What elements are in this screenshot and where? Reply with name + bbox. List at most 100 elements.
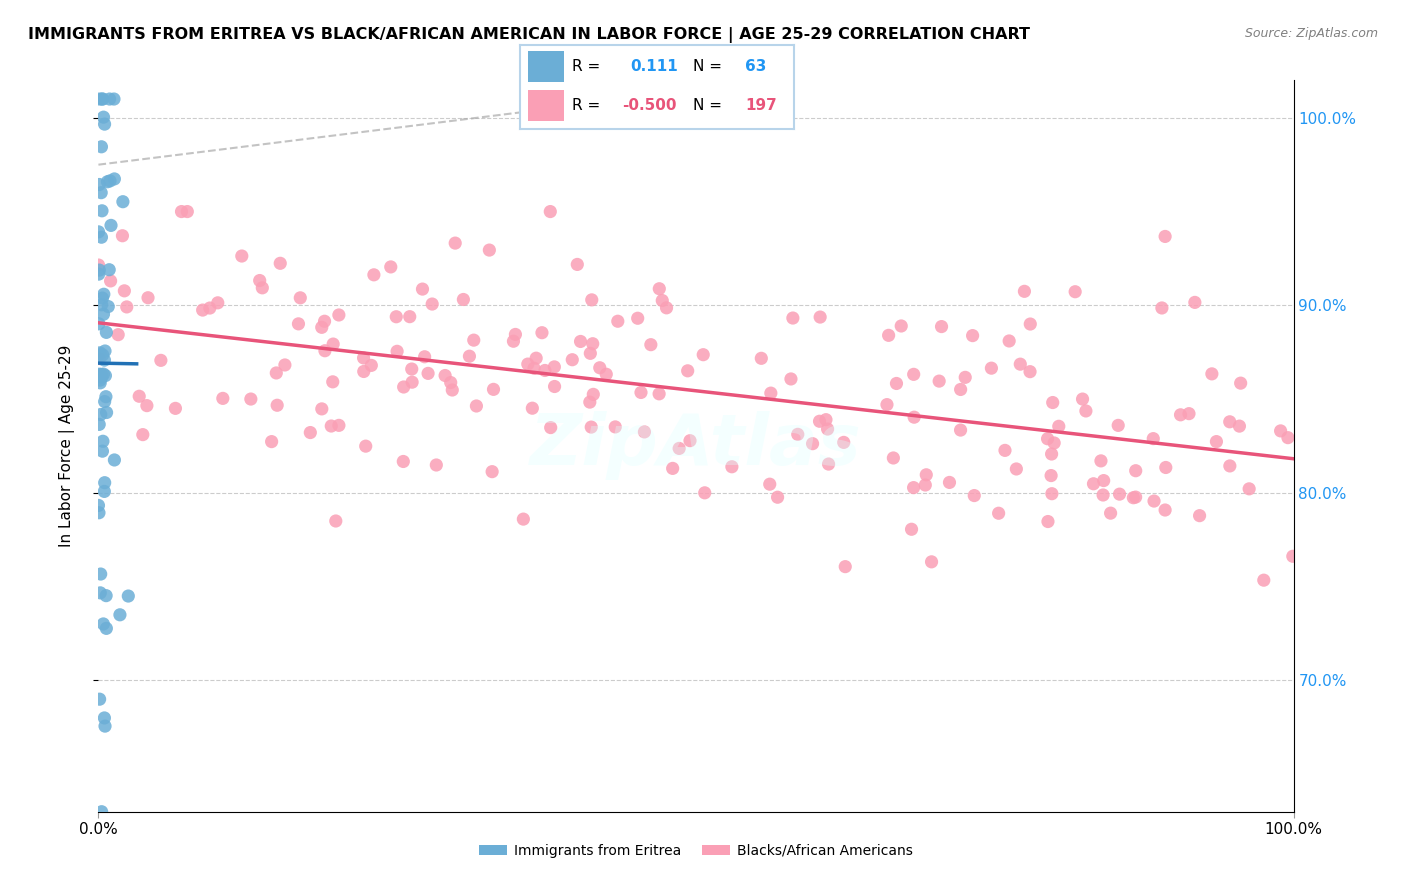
Point — [93, 117, 115, 131]
Point — [569, 334, 592, 349]
Point — [96, 405, 118, 419]
Point — [170, 204, 193, 219]
Point — [1170, 408, 1192, 422]
Point — [91, 444, 114, 458]
Point — [269, 256, 291, 270]
Point — [766, 490, 789, 504]
Point — [1092, 488, 1115, 502]
Point — [998, 334, 1021, 348]
Point — [530, 326, 553, 340]
Point — [249, 274, 271, 288]
Point — [668, 442, 690, 456]
Point — [1277, 431, 1299, 445]
Point — [266, 366, 288, 380]
Point — [89, 692, 111, 706]
Point — [505, 327, 527, 342]
Point — [1042, 395, 1064, 409]
Point — [91, 434, 114, 449]
Point — [832, 435, 855, 450]
Point — [606, 314, 628, 328]
Point — [1229, 419, 1251, 434]
Point — [679, 434, 702, 448]
Point — [89, 373, 111, 387]
Point — [165, 401, 187, 416]
Point — [94, 719, 117, 733]
Point — [93, 484, 115, 499]
Text: -0.500: -0.500 — [621, 98, 676, 113]
Bar — [529, 52, 564, 82]
Point — [98, 262, 121, 277]
Point — [176, 204, 198, 219]
Point — [314, 343, 336, 358]
Point — [651, 293, 673, 308]
Point — [1040, 447, 1063, 461]
Point — [322, 337, 344, 351]
Point — [648, 282, 671, 296]
Point — [1040, 468, 1063, 483]
Point — [582, 387, 605, 401]
Point — [1154, 503, 1177, 517]
Point — [385, 310, 408, 324]
Point — [89, 368, 111, 382]
Point — [1019, 317, 1042, 331]
Point — [955, 370, 977, 384]
Point — [561, 352, 583, 367]
Point — [655, 301, 678, 315]
Point — [630, 385, 652, 400]
Point — [589, 360, 612, 375]
Point — [478, 243, 501, 257]
Point — [877, 328, 900, 343]
Text: 197: 197 — [745, 98, 776, 113]
Point — [567, 257, 589, 271]
Point — [252, 281, 274, 295]
Point — [512, 512, 534, 526]
Point — [89, 376, 111, 390]
Point — [89, 178, 111, 192]
Point — [90, 370, 112, 384]
Text: IMMIGRANTS FROM ERITREA VS BLACK/AFRICAN AMERICAN IN LABOR FORCE | AGE 25-29 COR: IMMIGRANTS FROM ERITREA VS BLACK/AFRICAN… — [28, 27, 1031, 43]
Point — [93, 394, 115, 409]
Point — [211, 392, 233, 406]
Point — [1237, 482, 1260, 496]
Point — [89, 586, 111, 600]
Point — [314, 314, 336, 328]
Point — [87, 348, 110, 362]
Point — [98, 174, 121, 188]
Point — [458, 349, 481, 363]
Point — [758, 477, 780, 491]
Point — [322, 375, 344, 389]
Point — [938, 475, 960, 490]
Point — [87, 225, 110, 239]
Point — [149, 353, 172, 368]
Point — [808, 414, 831, 428]
Point — [1188, 508, 1211, 523]
Point — [1010, 357, 1032, 371]
Point — [876, 398, 898, 412]
Point — [1282, 549, 1305, 564]
Point — [782, 311, 804, 326]
Point — [132, 427, 155, 442]
Point — [135, 399, 157, 413]
Point — [97, 300, 120, 314]
Point — [980, 361, 1002, 376]
Point — [582, 336, 605, 351]
Point — [321, 419, 343, 434]
Point — [90, 298, 112, 312]
Point — [380, 260, 402, 274]
Point — [94, 390, 117, 404]
Point — [93, 711, 115, 725]
Point — [100, 219, 122, 233]
Point — [89, 263, 111, 277]
Point — [579, 346, 602, 360]
Point — [523, 361, 546, 376]
Point — [98, 92, 121, 106]
Point — [949, 383, 972, 397]
Point — [1125, 464, 1147, 478]
Point — [287, 317, 309, 331]
Point — [112, 284, 135, 298]
Point — [94, 589, 117, 603]
Point — [1154, 460, 1177, 475]
Point — [814, 412, 837, 426]
Text: 0.111: 0.111 — [630, 59, 678, 74]
Point — [87, 258, 110, 272]
